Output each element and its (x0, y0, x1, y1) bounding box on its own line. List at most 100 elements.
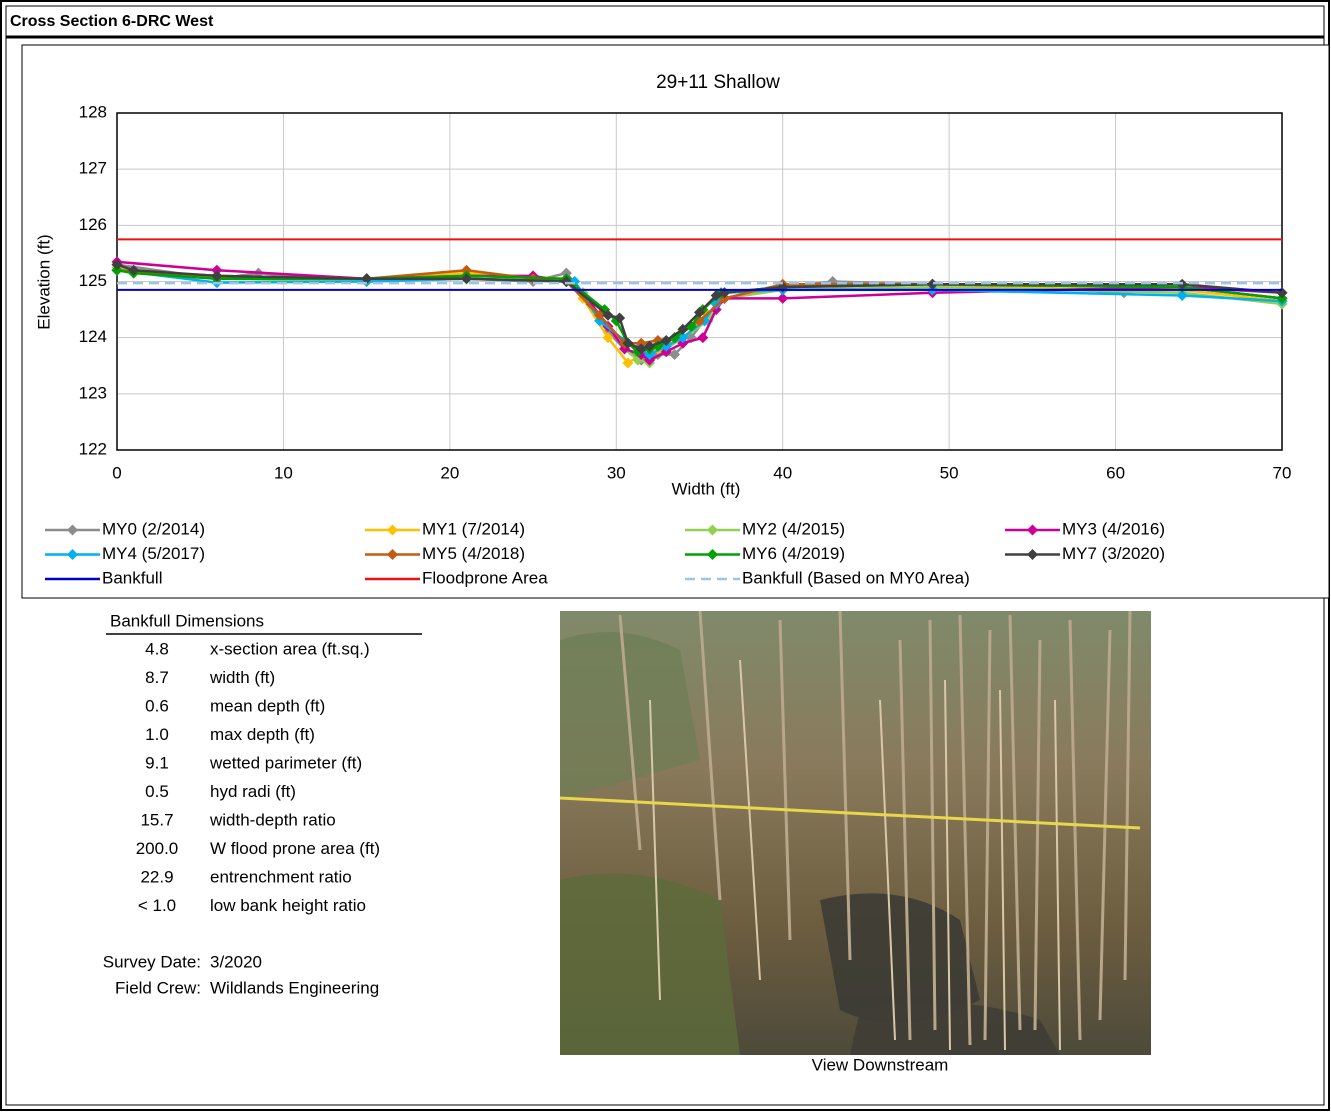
point-marker (1027, 524, 1038, 536)
point-marker (560, 267, 572, 279)
point-marker (707, 549, 718, 560)
legend-label: MY3 (4/2016) (1062, 519, 1165, 538)
point-marker (211, 264, 223, 276)
x-axis-label: Width (ft) (672, 479, 741, 498)
y-axis-label: Elevation (ft) (34, 234, 53, 329)
y-tick-label: 123 (79, 383, 107, 402)
dimension-value: 8.7 (145, 668, 169, 687)
survey-value: 3/2020 (210, 952, 262, 971)
point-marker (710, 290, 722, 302)
point-marker (660, 346, 672, 358)
x-tick-label: 40 (773, 463, 792, 482)
point-marker (927, 278, 938, 290)
point-marker (67, 549, 78, 560)
legend-label: MY4 (5/2017) (102, 544, 205, 563)
chart-frame (21, 44, 1330, 599)
photo (559, 610, 1151, 1055)
point-marker (635, 343, 647, 355)
legend-label: MY6 (4/2019) (742, 544, 845, 563)
dimension-value: 200.0 (136, 839, 179, 858)
x-tick-label: 30 (607, 463, 626, 482)
x-tick-label: 10 (274, 463, 293, 482)
dimensions-table: 4.8 x-section area (ft.sq.) 8.7 width (ft) 0… (136, 639, 380, 915)
dimension-label: width (ft) (209, 668, 275, 687)
point-marker (677, 323, 689, 335)
x-tick-label: 20 (440, 463, 459, 482)
point-marker (644, 349, 656, 361)
dimension-value: 15.7 (140, 810, 173, 829)
dimension-label: mean depth (ft) (210, 696, 325, 715)
point-marker (211, 270, 223, 282)
point-marker (387, 524, 398, 536)
legend-label: Bankfull (102, 568, 162, 587)
photo-caption: View Downstream (812, 1055, 949, 1074)
dimension-label: low bank height ratio (210, 896, 366, 915)
point-marker (461, 273, 472, 285)
y-tick-label: 122 (79, 439, 107, 458)
point-marker (1027, 549, 1038, 560)
legend-label: MY0 (2/2014) (102, 519, 205, 538)
survey-label: Field Crew: (115, 978, 201, 997)
y-tick-label: 128 (79, 102, 107, 121)
legend-label: Bankfull (Based on MY0 Area) (742, 568, 970, 587)
dimension-label: wetted parimeter (ft) (209, 753, 362, 772)
dimension-label: entrenchment ratio (210, 867, 352, 886)
y-tick-label: 125 (79, 271, 107, 290)
point-marker (697, 332, 709, 344)
dimension-label: max depth (ft) (210, 725, 315, 744)
dimension-label: hyd radi (ft) (210, 782, 296, 801)
legend-label: Floodprone Area (422, 568, 548, 587)
x-tick-label: 60 (1106, 463, 1125, 482)
point-marker (614, 312, 626, 324)
dimension-value: 9.1 (145, 753, 169, 772)
legend-label: MY7 (3/2020) (1062, 544, 1165, 563)
point-marker (111, 259, 123, 271)
dimension-value: 0.6 (145, 696, 169, 715)
survey-label: Survey Date: (103, 952, 201, 971)
x-tick-label: 0 (112, 463, 121, 482)
point-marker (660, 334, 672, 346)
survey-info: Survey Date: 3/2020 Field Crew: Wildlands E… (103, 952, 379, 997)
point-marker (777, 292, 789, 304)
point-marker (1276, 292, 1288, 304)
dimension-label: width-depth ratio (209, 810, 336, 829)
survey-value: Wildlands Engineering (210, 978, 379, 997)
plot-frame (116, 112, 1283, 451)
point-marker (669, 349, 681, 361)
point-marker (602, 309, 614, 321)
x-tick-label: 50 (940, 463, 959, 482)
y-tick-label: 124 (79, 327, 107, 346)
dimensions-title: Bankfull Dimensions (110, 611, 264, 630)
point-marker (644, 354, 656, 366)
point-marker (677, 337, 689, 349)
legend-label: MY2 (4/2015) (742, 519, 845, 538)
point-marker (128, 264, 140, 276)
chart-title: 29+11 Shallow (656, 72, 780, 93)
point-marker (669, 332, 681, 344)
plot: 0 10 20 30 40 50 60 70 122 123 124 125 126 127 128 (79, 102, 1292, 482)
point-marker (707, 524, 718, 536)
point-marker (387, 549, 398, 560)
point-marker (602, 332, 614, 344)
point-marker (622, 357, 634, 369)
point-marker (1176, 290, 1188, 302)
legend-label: MY5 (4/2018) (422, 544, 525, 563)
point-marker (67, 524, 78, 536)
point-marker (461, 264, 472, 276)
dimension-label: W flood prone area (ft) (210, 839, 380, 858)
dimension-value: 4.8 (145, 639, 169, 658)
dimension-label: x-section area (ft.sq.) (210, 639, 370, 658)
series-line (116, 263, 1283, 351)
dimension-value: 1.0 (145, 725, 169, 744)
point-marker (694, 306, 705, 318)
dimension-value: < 1.0 (138, 896, 176, 915)
dimension-value: 0.5 (145, 782, 169, 801)
dimension-value: 22.9 (140, 867, 173, 886)
legend: MY0 (2/2014) MY1 (7/2014) MY2 (4/2015) MY3 … (45, 519, 1165, 587)
point-marker (644, 340, 656, 352)
point-marker (361, 273, 373, 285)
y-tick-label: 127 (79, 159, 107, 178)
legend-label: MY1 (7/2014) (422, 519, 525, 538)
y-tick-label: 126 (79, 215, 107, 234)
